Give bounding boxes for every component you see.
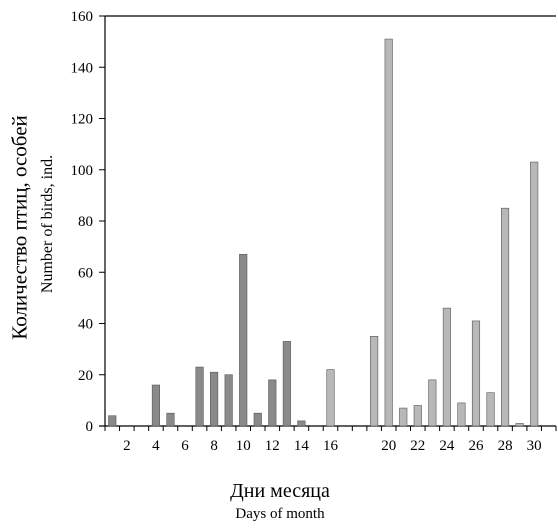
bar-day-5 (166, 412, 175, 427)
bar-day-19 (370, 336, 379, 427)
x-tick-label: 22 (410, 438, 425, 454)
x-tick-label: 16 (323, 438, 339, 454)
bar-day-22 (413, 405, 422, 427)
x-tick-label: 12 (265, 438, 280, 454)
bar-day-25 (457, 402, 466, 427)
x-tick-labels: 2 4 6 8 10 12 14 16 20 22 24 26 28 30 (123, 438, 542, 454)
bar-day-10 (239, 254, 248, 427)
x-tick-label: 24 (439, 438, 455, 454)
bar-day-29 (515, 423, 524, 427)
x-tick-label: 8 (210, 438, 218, 454)
y-tick-label: 80 (78, 214, 93, 230)
bar-day-13 (282, 341, 291, 427)
y-tick-label: 60 (78, 265, 93, 281)
x-axis-label-ru: Дни месяца (230, 480, 330, 502)
bar-day-1 (108, 415, 117, 427)
x-tick-label: 10 (236, 438, 251, 454)
x-tick-label: 2 (123, 438, 131, 454)
x-tick-label: 20 (381, 438, 396, 454)
bar-day-21 (399, 407, 408, 427)
y-tick-label: 20 (78, 368, 93, 384)
y-tick-label: 100 (71, 163, 94, 179)
bar-day-23 (428, 379, 437, 427)
y-axis-label-ru: Количество птиц, особей (7, 115, 32, 340)
bar-day-28 (501, 207, 510, 427)
bar-day-30 (530, 161, 539, 427)
bar-day-4 (151, 384, 160, 427)
y-tick-label: 160 (71, 9, 94, 25)
y-tick-label: 40 (78, 317, 93, 333)
y-tick-label: 140 (71, 60, 94, 76)
y-tick-label: 0 (86, 419, 94, 435)
bar-day-9 (224, 374, 233, 427)
chart-bars (108, 38, 539, 427)
bar-day-20 (384, 38, 393, 427)
x-tick-label: 4 (152, 438, 160, 454)
bar-day-14 (297, 420, 306, 427)
bar-day-16 (326, 369, 335, 427)
x-axis-label-en: Days of month (235, 506, 325, 522)
bar-day-8 (210, 371, 219, 427)
bar-day-11 (253, 412, 262, 427)
y-axis-label-en: Number of birds, ind. (39, 154, 56, 294)
bar-day-7 (195, 366, 204, 427)
bar-day-24 (442, 307, 451, 427)
chart-axes (99, 15, 557, 431)
y-tick-label: 120 (71, 112, 94, 128)
x-tick-label: 30 (527, 438, 542, 454)
bar-day-12 (268, 379, 277, 427)
y-tick-labels: 0 20 40 60 80 100 120 140 160 (71, 9, 94, 435)
x-tick-label: 28 (498, 438, 513, 454)
y-axis-label-group: Количество птиц, особей Number of birds,… (0, 0, 90, 528)
x-tick-label: 14 (294, 438, 310, 454)
x-tick-label: 26 (468, 438, 484, 454)
bar-day-26 (471, 320, 481, 427)
x-tick-label: 6 (181, 438, 189, 454)
bar-day-27 (486, 392, 495, 427)
